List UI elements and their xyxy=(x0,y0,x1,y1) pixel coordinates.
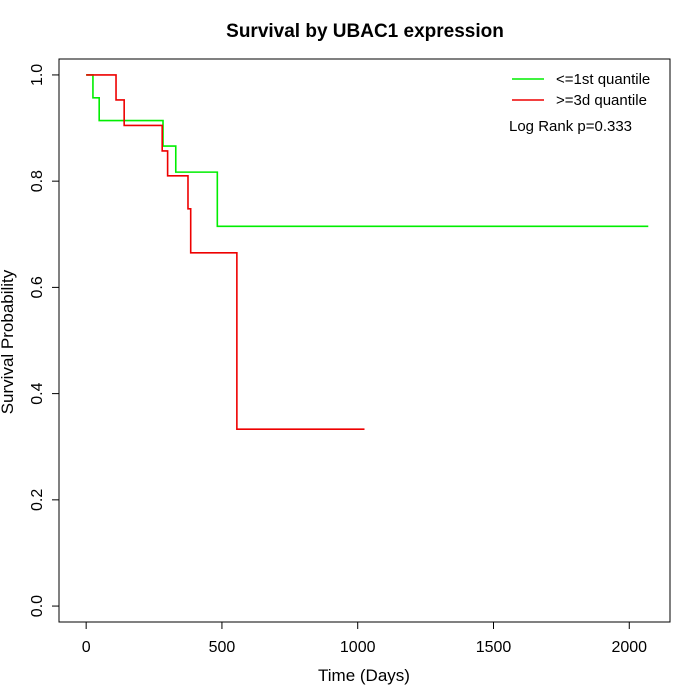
chart-title: Survival by UBAC1 expression xyxy=(226,21,504,42)
x-tick-label: 500 xyxy=(209,639,236,656)
x-axis: 0 500 1000 1500 2000 xyxy=(82,621,647,656)
x-tick-label: 2000 xyxy=(611,639,647,656)
legend-label: >=3d quantile xyxy=(556,92,647,109)
series-layer xyxy=(86,74,649,431)
y-tick-label: 0.8 xyxy=(29,170,46,192)
y-tick-label: 0.4 xyxy=(29,382,46,404)
legend-label: <=1st quantile xyxy=(556,71,650,88)
y-tick-label: 0.0 xyxy=(29,595,46,617)
x-tick-label: 1000 xyxy=(340,639,376,656)
y-tick-label: 0.6 xyxy=(29,276,46,298)
y-tick-label: 1.0 xyxy=(29,64,46,86)
plot-frame xyxy=(58,58,671,623)
x-axis-label: Time (Days) xyxy=(318,666,410,685)
y-axis-label: Survival Probability xyxy=(0,269,17,414)
survival-curve-series-1 xyxy=(86,74,649,228)
y-tick-label: 0.2 xyxy=(29,489,46,511)
x-tick-label: 0 xyxy=(82,639,91,656)
y-axis: 0.0 0.2 0.4 0.6 0.8 1.0 xyxy=(29,64,60,617)
legend: <=1st quantile >=3d quantile xyxy=(512,71,650,109)
x-tick-label: 1500 xyxy=(476,639,512,656)
log-rank-annotation: Log Rank p=0.333 xyxy=(509,118,632,135)
survival-curve-series-2 xyxy=(86,74,365,431)
